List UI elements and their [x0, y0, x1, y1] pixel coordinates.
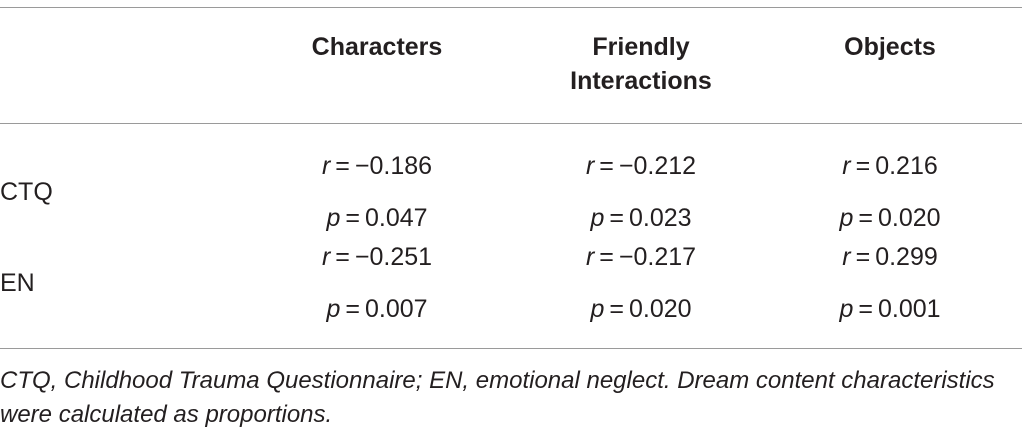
column-header-friendly-line1: Friendly: [592, 33, 690, 61]
cell-ctq-friendly-p: p = 0.023: [590, 204, 692, 232]
row-label-ctq: CTQ: [0, 178, 53, 206]
column-header-friendly-interactions: Friendly Interactions: [521, 30, 761, 98]
cell-en-friendly-p: p = 0.020: [590, 295, 692, 323]
cell-ctq-objects-r: r = 0.216: [842, 152, 938, 180]
column-header-characters-text: Characters: [311, 33, 443, 61]
cell-ctq-objects-p: p = 0.020: [839, 204, 941, 232]
table-top-rule: [0, 7, 1022, 8]
cell-ctq-characters-r: r = −0.186: [321, 152, 433, 180]
cell-ctq-characters-p: p = 0.047: [326, 204, 428, 232]
column-header-objects-text: Objects: [844, 33, 936, 61]
table-footnote: CTQ, Childhood Trauma Questionnaire; EN,…: [0, 367, 995, 428]
table-header-rule: [0, 123, 1022, 124]
table-bottom-rule: [0, 348, 1022, 349]
cell-en-friendly-r: r = −0.217: [585, 243, 697, 271]
cell-en-characters-p: p = 0.007: [326, 295, 428, 323]
cell-en-characters-r: r = −0.251: [321, 243, 433, 271]
row-label-en: EN: [0, 269, 35, 297]
column-header-objects: Objects: [770, 30, 1010, 64]
cell-ctq-friendly-r: r = −0.212: [585, 152, 697, 180]
cell-en-objects-r: r = 0.299: [842, 243, 938, 271]
column-header-characters: Characters: [257, 30, 497, 64]
cell-en-objects-p: p = 0.001: [839, 295, 941, 323]
column-header-friendly-line2: Interactions: [570, 67, 712, 95]
